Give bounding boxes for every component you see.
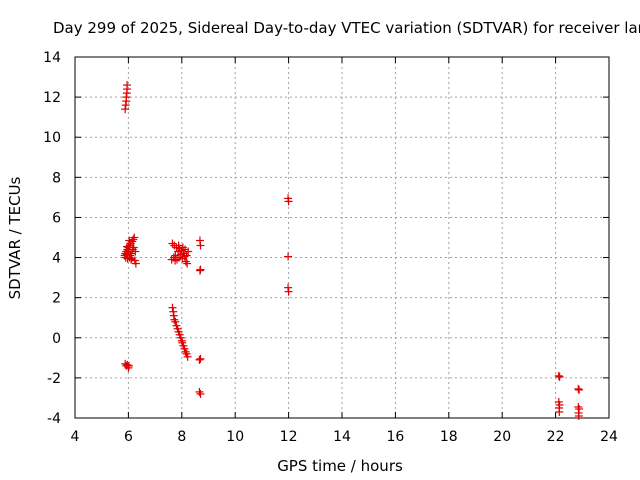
data-point	[171, 256, 180, 265]
data-point	[131, 247, 140, 256]
data-point	[196, 354, 205, 363]
data-point	[195, 387, 204, 396]
data-point	[555, 372, 564, 381]
y-tick-label: 14	[43, 50, 61, 66]
data-point	[195, 355, 204, 364]
data-point	[168, 239, 177, 248]
data-point	[181, 257, 190, 266]
data-point	[182, 251, 191, 260]
data-points	[120, 81, 584, 420]
data-point	[284, 197, 293, 206]
data-point	[125, 236, 134, 245]
data-point	[123, 81, 132, 90]
x-tick-labels: 4 6 8 10 12 14 16 18 20 22 24	[71, 429, 618, 445]
data-point	[284, 252, 293, 261]
axis-ticks	[74, 56, 610, 419]
data-point	[178, 243, 187, 252]
data-point	[284, 287, 293, 296]
x-tick-label: 8	[177, 429, 186, 445]
data-point	[168, 303, 177, 312]
y-tick-label: 6	[52, 210, 61, 226]
data-point	[574, 411, 583, 420]
data-point	[575, 385, 584, 394]
chart-title: Day 299 of 2025, Sidereal Day-to-day VTE…	[53, 19, 640, 37]
y-tick-label: -2	[47, 371, 61, 387]
data-point	[574, 384, 583, 393]
x-tick-label: 4	[71, 429, 80, 445]
data-point	[131, 259, 140, 268]
x-tick-label: 6	[124, 429, 133, 445]
data-point	[170, 315, 179, 324]
data-point	[123, 254, 132, 263]
data-point	[130, 233, 139, 242]
y-tick-labels: -4 -2 0 2 4 6 8 10 12 14	[43, 50, 61, 427]
data-point	[183, 259, 192, 268]
x-tick-label: 14	[333, 429, 351, 445]
y-tick-label: 4	[52, 251, 61, 267]
y-tick-label: 8	[52, 170, 61, 186]
x-tick-label: 22	[547, 429, 565, 445]
y-tick-label: 10	[43, 130, 61, 146]
data-point	[124, 361, 133, 370]
data-point	[129, 235, 138, 244]
data-point	[196, 389, 205, 398]
x-tick-label: 12	[280, 429, 298, 445]
data-point	[196, 265, 205, 274]
data-point	[127, 255, 136, 264]
y-axis-label: SDTVAR / TECUs	[6, 176, 24, 299]
y-tick-label: 2	[52, 291, 61, 307]
x-tick-label: 18	[440, 429, 458, 445]
x-tick-label: 20	[493, 429, 511, 445]
data-point	[184, 247, 193, 256]
data-point	[554, 371, 563, 380]
data-point	[174, 241, 183, 250]
data-point	[129, 243, 138, 252]
data-point	[123, 242, 132, 251]
data-point	[183, 352, 192, 361]
data-point	[196, 241, 205, 250]
data-point	[181, 347, 190, 356]
x-tick-label: 10	[226, 429, 244, 445]
x-tick-label: 16	[386, 429, 404, 445]
y-tick-label: -4	[47, 411, 61, 427]
grid-lines	[75, 57, 609, 418]
x-axis-label: GPS time / hours	[277, 457, 403, 475]
data-point	[555, 407, 564, 416]
y-tick-label: 0	[52, 331, 61, 347]
x-tick-label: 24	[600, 429, 618, 445]
data-point	[171, 317, 180, 326]
y-tick-label: 12	[43, 90, 61, 106]
